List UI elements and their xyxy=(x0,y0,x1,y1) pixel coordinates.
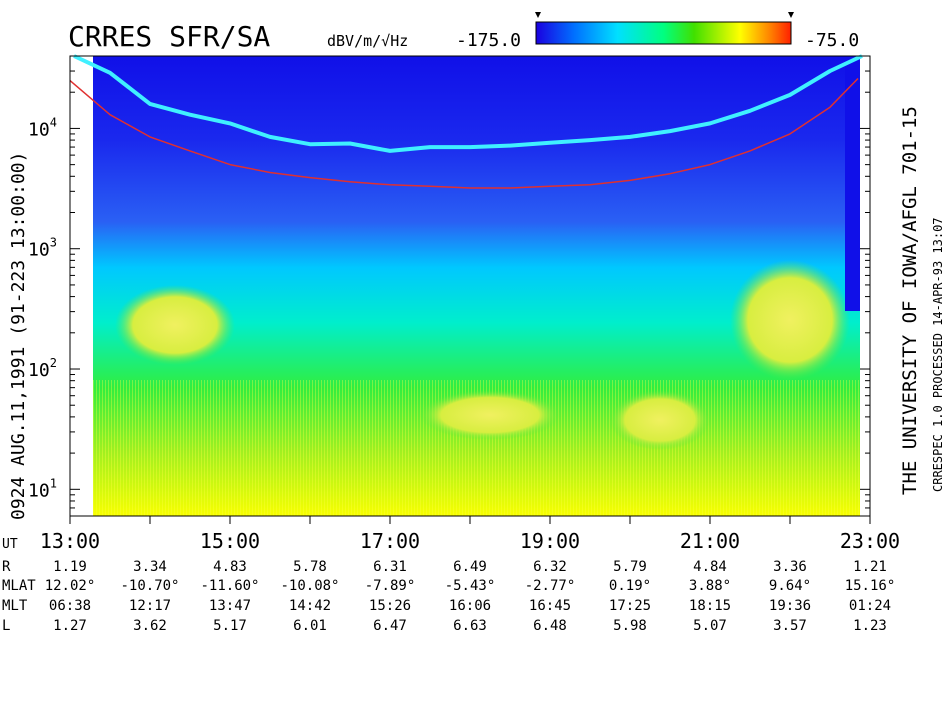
ephemeris-row-label: MLT xyxy=(2,598,28,614)
right-edge-band xyxy=(845,56,860,311)
ephemeris-cell: 14:42 xyxy=(289,598,331,614)
ephemeris-cell: 5.78 xyxy=(293,559,327,575)
ephemeris-cell: -11.60° xyxy=(200,578,259,594)
y-tick-exponent: 3 xyxy=(50,236,57,250)
emission-blob-left xyxy=(115,285,235,365)
ephemeris-cell: 15:26 xyxy=(369,598,411,614)
ephemeris-cell: -10.70° xyxy=(120,578,179,594)
colorbar-min-label: -175.0 xyxy=(456,30,521,51)
x-tick-label: 15:00 xyxy=(200,529,260,553)
ephemeris-cell: 5.79 xyxy=(613,559,647,575)
colorbar-max-label: -75.0 xyxy=(805,30,859,51)
ephemeris-row-label: R xyxy=(2,559,11,575)
y-tick-base: 10 xyxy=(28,360,50,381)
electron-gyrofrequency-trace xyxy=(69,77,859,189)
y-tick-exponent: 1 xyxy=(50,476,57,490)
x-tick-label: 23:00 xyxy=(840,529,900,553)
ephemeris-cell: 6.47 xyxy=(373,618,407,634)
emission-blob-mid-right xyxy=(610,390,710,450)
y-tick-label: 102 xyxy=(28,356,57,381)
ephemeris-cell: 6.32 xyxy=(533,559,567,575)
ephemeris-cell: 01:24 xyxy=(849,598,891,614)
traces-layer xyxy=(69,54,863,189)
ephemeris-cell: 16:06 xyxy=(449,598,491,614)
emission-blob-center xyxy=(420,390,560,440)
ephemeris-row-label: UT xyxy=(2,537,18,552)
ephemeris-cell: 1.27 xyxy=(53,618,87,634)
chart-title: CRRES SFR/SA xyxy=(68,20,270,53)
ephemeris-cell: -7.89° xyxy=(365,578,416,594)
right-processing-label: CRRESPEC 1.0 PROCESSED 14-APR-93 13:07 xyxy=(931,217,945,492)
y-tick-label: 104 xyxy=(28,115,57,140)
x-axis: 13:00 15:00 17:00 19:00 21:00 23:00 xyxy=(40,516,900,553)
ephemeris-cell: 06:38 xyxy=(49,598,91,614)
ephemeris-cell: 18:15 xyxy=(689,598,731,614)
colorbar-max-marker xyxy=(788,12,794,18)
ephemeris-cell: 3.57 xyxy=(773,618,807,634)
ephemeris-cell: 6.01 xyxy=(293,618,327,634)
left-date-label: 0924 AUG.11,1991 (91-223 13:00:00) xyxy=(8,152,29,520)
ephemeris-cell: 5.07 xyxy=(693,618,727,634)
x-tick-label: 17:00 xyxy=(360,529,420,553)
ephemeris-cell: 6.49 xyxy=(453,559,487,575)
x-tick-label: 13:00 xyxy=(40,529,100,553)
emission-blob-right xyxy=(730,260,850,380)
ephemeris-table: UT R 1.19 3.34 4.83 5.78 6.31 6.49 6.32 5.79 4.84 3… xyxy=(2,537,895,634)
ephemeris-cell: 19:36 xyxy=(769,598,811,614)
ephemeris-cell: 1.21 xyxy=(853,559,887,575)
ephemeris-cell: -2.77° xyxy=(525,578,576,594)
y-tick-base: 10 xyxy=(28,240,50,261)
x-tick-label: 19:00 xyxy=(520,529,580,553)
colorbar xyxy=(535,21,792,45)
ephemeris-cell: 16:45 xyxy=(529,598,571,614)
ephemeris-row-label: L xyxy=(2,618,10,634)
colorbar-unit: dBV/m/√Hz xyxy=(327,32,408,50)
ephemeris-cell: 13:47 xyxy=(209,598,251,614)
ephemeris-cell: 5.17 xyxy=(213,618,247,634)
y-tick-exponent: 2 xyxy=(50,356,57,370)
ephemeris-cell: 6.31 xyxy=(373,559,407,575)
ephemeris-cell: 4.84 xyxy=(693,559,727,575)
y-tick-exponent: 4 xyxy=(50,115,57,129)
ephemeris-cell: -5.43° xyxy=(445,578,496,594)
ephemeris-cell: 6.63 xyxy=(453,618,487,634)
ephemeris-cell: 1.19 xyxy=(53,559,87,575)
ephemeris-cell: 12:17 xyxy=(129,598,171,614)
upper-hybrid-trace xyxy=(73,54,863,153)
ephemeris-cell: 5.98 xyxy=(613,618,647,634)
ephemeris-cell: 3.88° xyxy=(689,578,731,594)
colorbar-min-marker xyxy=(535,12,541,18)
ephemeris-cell: -10.08° xyxy=(280,578,339,594)
ephemeris-cell: 4.83 xyxy=(213,559,247,575)
right-institution-label: THE UNIVERSITY OF IOWA/AFGL 701-15 xyxy=(899,106,921,495)
ephemeris-cell: 1.23 xyxy=(853,618,887,634)
y-tick-base: 10 xyxy=(28,480,50,501)
x-tick-label: 21:00 xyxy=(680,529,740,553)
y-tick-base: 10 xyxy=(28,119,50,140)
spectrogram-plot xyxy=(69,54,871,517)
ephemeris-row-label: MLAT xyxy=(2,578,36,594)
ephemeris-cell: 12.02° xyxy=(45,578,96,594)
ephemeris-cell: 0.19° xyxy=(609,578,651,594)
ephemeris-cell: 3.36 xyxy=(773,559,807,575)
y-tick-label: 103 xyxy=(28,236,57,261)
y-tick-label: 101 xyxy=(28,476,57,501)
ephemeris-cell: 6.48 xyxy=(533,618,567,634)
ephemeris-cell: 17:25 xyxy=(609,598,651,614)
ephemeris-cell: 3.34 xyxy=(133,559,167,575)
ephemeris-cell: 9.64° xyxy=(769,578,811,594)
ephemeris-cell: 15.16° xyxy=(845,578,896,594)
ephemeris-cell: 3.62 xyxy=(133,618,167,634)
